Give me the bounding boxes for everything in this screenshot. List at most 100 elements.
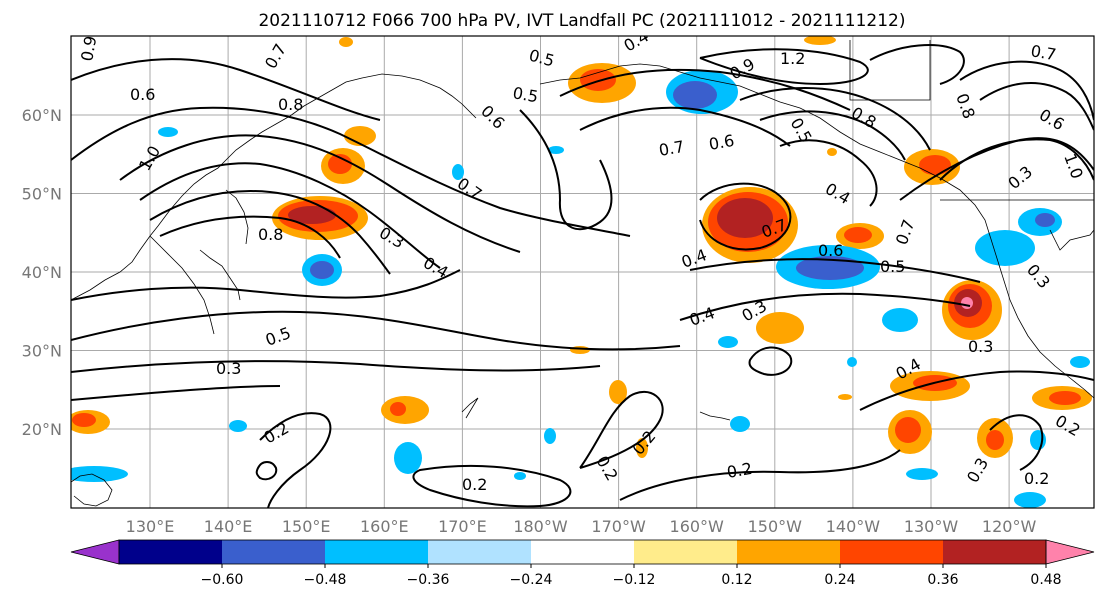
positive-anomaly	[609, 380, 627, 404]
contour-label: 0.6	[818, 241, 843, 260]
map-frame	[70, 35, 1095, 509]
colorbar-tick-label: 0.12	[721, 572, 752, 588]
longitude-tick-label: 170°W	[591, 517, 646, 536]
negative-anomaly	[1035, 213, 1055, 227]
latitude-tick-label: 20°N	[22, 420, 62, 439]
contour-line	[619, 449, 901, 501]
contour-label: 0.6	[707, 131, 735, 154]
colorbar-tick-label: 0.48	[1030, 572, 1061, 588]
island-coast	[461, 397, 479, 419]
contour-line	[748, 346, 793, 376]
colorbar-extend-high	[1045, 539, 1095, 565]
alaska-north-america-coast	[539, 63, 1094, 399]
contour-label: 0.5	[880, 257, 905, 276]
colorbar	[70, 539, 1095, 565]
contour-line	[579, 390, 664, 469]
positive-anomaly	[339, 37, 353, 47]
positive-anomaly	[986, 430, 1004, 450]
colorbar-tick-label: −0.60	[201, 572, 244, 588]
longitude-tick-label: 140°E	[204, 517, 253, 536]
longitude-tick-label: 130°W	[904, 517, 959, 536]
negative-anomaly	[452, 164, 464, 180]
negative-anomaly	[975, 230, 1035, 266]
contour-label: 0.8	[258, 225, 283, 244]
contour-label: 1.2	[780, 49, 805, 68]
negative-anomaly	[310, 261, 334, 279]
contour-label: 0.7	[657, 137, 685, 160]
hawaii-coast	[699, 411, 731, 421]
positive-anomaly	[1049, 391, 1081, 405]
colorbar-tick-label: 0.36	[927, 572, 958, 588]
negative-anomaly	[906, 468, 938, 480]
contour-label: 0.6	[130, 85, 155, 104]
negative-anomaly	[71, 466, 128, 482]
positive-anomaly	[580, 69, 616, 91]
contour-line	[579, 106, 791, 147]
contour-line	[699, 182, 792, 251]
colorbar-tick-label: −0.36	[407, 572, 450, 588]
positive-anomaly	[827, 148, 837, 156]
pv-contours	[71, 44, 1094, 508]
negative-anomaly	[718, 336, 738, 348]
contour-line	[689, 258, 981, 283]
colorbar-segment	[222, 540, 326, 564]
coastlines	[71, 40, 1094, 507]
border-line	[849, 40, 931, 101]
contour-line	[739, 87, 931, 151]
contour-line	[71, 106, 631, 237]
contour-line	[139, 162, 441, 269]
negative-anomaly	[1030, 430, 1046, 450]
contour-line	[259, 412, 332, 508]
colorbar-segment	[634, 540, 738, 564]
longitude-tick-label: 160°E	[360, 517, 409, 536]
japan-coast	[199, 249, 241, 301]
contour-line	[959, 60, 1094, 121]
longitude-tick-label: 130°E	[126, 517, 175, 536]
positive-anomaly	[961, 297, 973, 309]
contour-label: 0.9	[77, 34, 100, 62]
contour-line	[255, 461, 278, 481]
latitude-tick-label: 50°N	[22, 185, 62, 204]
contour-line	[759, 110, 906, 161]
colorbar-segment	[325, 540, 429, 564]
contour-line	[149, 190, 391, 275]
colorbar-segment	[943, 540, 1047, 564]
contour-label: 0.2	[462, 475, 487, 494]
longitude-tick-label: 150°E	[282, 517, 331, 536]
contour-line	[71, 385, 281, 401]
positive-anomaly	[717, 198, 773, 238]
longitude-tick-label: 150°W	[748, 517, 803, 536]
colorbar-tick-labels: −0.60 −0.48 −0.36 −0.24 −0.12 0.12 0.24 0.36 0.4…	[201, 564, 1062, 588]
contour-label: 0.3	[216, 359, 241, 378]
positive-anomaly	[838, 394, 852, 400]
negative-anomaly	[548, 146, 564, 154]
colorbar-segment	[428, 540, 532, 564]
negative-anomaly	[394, 442, 422, 474]
contour-line	[779, 139, 878, 207]
negative-anomaly	[730, 416, 750, 432]
contour-line	[412, 464, 572, 508]
positive-anomaly	[895, 417, 921, 443]
positive-anomaly	[344, 126, 376, 146]
positive-anomaly	[570, 346, 590, 354]
positive-anomaly	[390, 402, 406, 416]
colorbar-extend-low	[70, 539, 120, 565]
positive-anomaly	[328, 154, 352, 174]
negative-anomaly	[673, 81, 717, 109]
contour-line	[979, 82, 1094, 131]
contour-line	[71, 360, 601, 373]
longitude-tick-label: 140°W	[826, 517, 881, 536]
colorbar-tick-label: −0.12	[613, 572, 656, 588]
contour-line	[989, 414, 1044, 471]
colorbar-tick-label: 0.24	[824, 572, 855, 588]
longitude-tick-label: 180°W	[513, 517, 568, 536]
map-title: 2021110712 F066 700 hPa PV, IVT Landfall…	[258, 11, 905, 31]
contour-line	[119, 134, 521, 253]
contour-line	[859, 370, 1094, 411]
contour-label: 0.7	[1029, 41, 1057, 64]
longitude-labels: 130°E 140°E 150°E 160°E 170°E 180°W 170°W 160°W…	[126, 517, 1037, 536]
colorbar-segment	[531, 540, 635, 564]
philippines-coast	[71, 473, 113, 507]
contour-label: 0.5	[511, 83, 539, 106]
contour-label: 0.2	[1024, 469, 1049, 488]
